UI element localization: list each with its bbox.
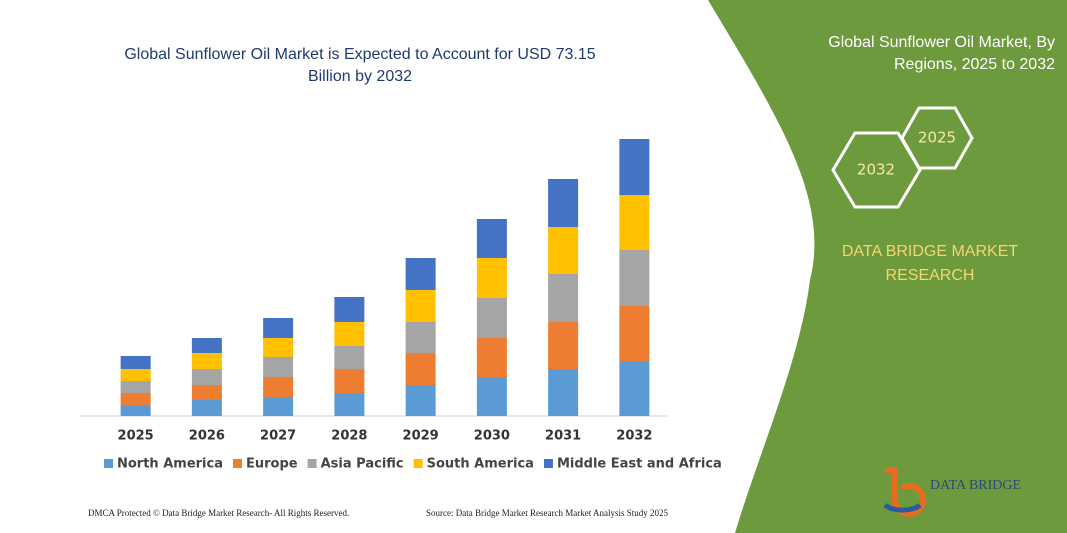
legend-swatch [307, 459, 317, 468]
legend-swatch [233, 459, 242, 468]
bar-segment [120, 405, 151, 416]
bar-segment [405, 290, 436, 322]
bar-segment [476, 219, 507, 258]
bar-segment [191, 369, 222, 385]
x-tick-label: 2025 [118, 429, 154, 444]
footer-left: DMCA Protected © Data Bridge Market Rese… [88, 508, 349, 518]
x-tick-label: 2030 [474, 429, 510, 444]
legend-swatch [543, 459, 553, 468]
panel-title-box: Global Sunflower Oil Market, By Regions,… [828, 34, 1055, 73]
bar-segment [263, 397, 294, 416]
logo-icon [885, 467, 926, 517]
bar-segment [476, 338, 507, 377]
bar-segment [548, 227, 579, 274]
x-tick-label: 2029 [403, 429, 439, 444]
hexagon-label: 2032 [857, 161, 895, 179]
footer-right: Source: Data Bridge Market Research Mark… [426, 508, 668, 518]
bar-segment [263, 377, 294, 397]
bar-segment [619, 361, 650, 416]
bar-segment [405, 353, 436, 385]
bar-segment [120, 356, 151, 369]
brand-box: DATA BRIDGE MARKET RESEARCH [841, 243, 1019, 284]
title-box: Global Sunflower Oil Market is Expected … [124, 46, 596, 85]
logo-icon [883, 503, 922, 513]
bar-segment [476, 258, 507, 298]
logo-text: DATA BRIDGE [930, 478, 1021, 493]
bar-segment [120, 369, 151, 381]
x-tick-label: 2026 [189, 429, 225, 444]
hexagon-label: 2025 [918, 129, 956, 147]
bar-segment [334, 393, 365, 416]
hexagon [831, 131, 922, 209]
legend-label: Europe [246, 457, 298, 472]
bar-segment [619, 139, 650, 195]
x-tick-label: 2032 [616, 429, 652, 444]
bar-segment [120, 381, 151, 393]
bar-segment [334, 346, 365, 369]
bar-segment [191, 385, 222, 400]
bar-segment [405, 385, 436, 416]
bar-segment [334, 297, 365, 322]
bar-segment [120, 393, 151, 405]
legend-label: Asia Pacific [321, 457, 404, 472]
bar-segment [476, 377, 507, 416]
bar-segment [263, 338, 294, 357]
x-tick-label: 2028 [331, 429, 367, 444]
legend-swatch [104, 459, 113, 468]
bar-segment [548, 369, 579, 416]
x-tick-label: 2031 [545, 429, 581, 444]
bar-segment [619, 250, 650, 306]
x-tick-label: 2027 [260, 429, 296, 444]
bar-segment [405, 322, 436, 353]
bar-segment [619, 306, 650, 361]
chart-title: Global Sunflower Oil Market is Expected … [124, 46, 596, 85]
brand: DATA BRIDGE MARKET RESEARCH [841, 243, 1019, 284]
side-panel [708, 0, 1067, 533]
bar-segment [334, 322, 365, 346]
legend-label: North America [117, 457, 223, 472]
bar-segment [191, 400, 222, 416]
bar-segment [548, 179, 579, 227]
bar-segment [263, 318, 294, 338]
bar-segment [263, 357, 294, 377]
legend-label: South America [427, 457, 534, 472]
panel-title: Global Sunflower Oil Market, By Regions,… [828, 34, 1055, 73]
bar-segment [191, 353, 222, 369]
bar-segment [548, 274, 579, 322]
legend-label: Middle East and Africa [557, 457, 722, 472]
bar-segment [476, 298, 507, 338]
bar-segment [619, 195, 650, 250]
bar-segment [405, 258, 436, 290]
bar-segment [334, 369, 365, 393]
legend-swatch [413, 459, 423, 468]
bar-segment [191, 338, 222, 353]
bar-segment [548, 322, 579, 369]
